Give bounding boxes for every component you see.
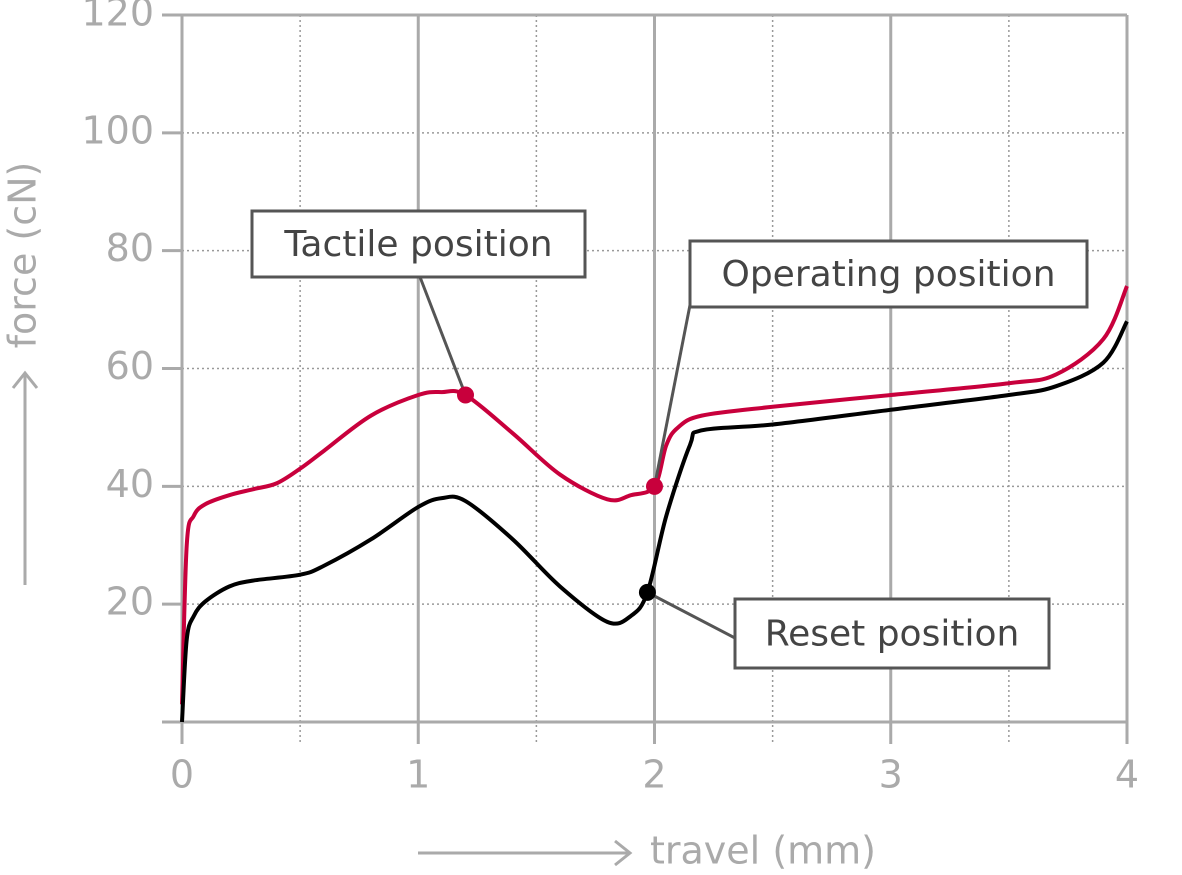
- x-tick-label: 4: [1115, 753, 1139, 797]
- line: [180, 285, 1129, 705]
- annotation-leader: [653, 304, 692, 487]
- x-tick-label: 3: [879, 753, 903, 797]
- annotation-point: [457, 386, 474, 404]
- x-axis-arrow: [418, 839, 633, 867]
- y-tick-label: 80: [106, 226, 154, 270]
- x-tick-label: 0: [170, 753, 194, 797]
- annotation-box: [250, 209, 587, 279]
- y-tick-label: 100: [81, 108, 154, 152]
- annotation-label: Tactile position: [283, 224, 552, 265]
- y-tick-label: 40: [106, 462, 154, 506]
- line: [180, 320, 1129, 723]
- annotation-leader: [646, 591, 736, 640]
- annotation-label: Operating position: [721, 254, 1055, 295]
- x-axis-label: travel (mm): [650, 829, 876, 873]
- y-axis-arrow: [11, 370, 39, 585]
- annotation-point: [638, 583, 656, 601]
- y-tick-label: 60: [106, 344, 154, 388]
- annotation-box: [733, 597, 1051, 670]
- y-tick-label: 20: [106, 580, 154, 624]
- annotation-point: [646, 477, 663, 495]
- annotation-box: [688, 239, 1089, 309]
- x-tick-label: 1: [406, 753, 430, 797]
- y-axis-label: force (cN): [1, 162, 45, 349]
- annotation-label: Reset position: [765, 614, 1020, 655]
- annotation-leader: [418, 276, 467, 396]
- x-tick-label: 2: [642, 753, 666, 797]
- y-tick-label: 120: [81, 0, 154, 35]
